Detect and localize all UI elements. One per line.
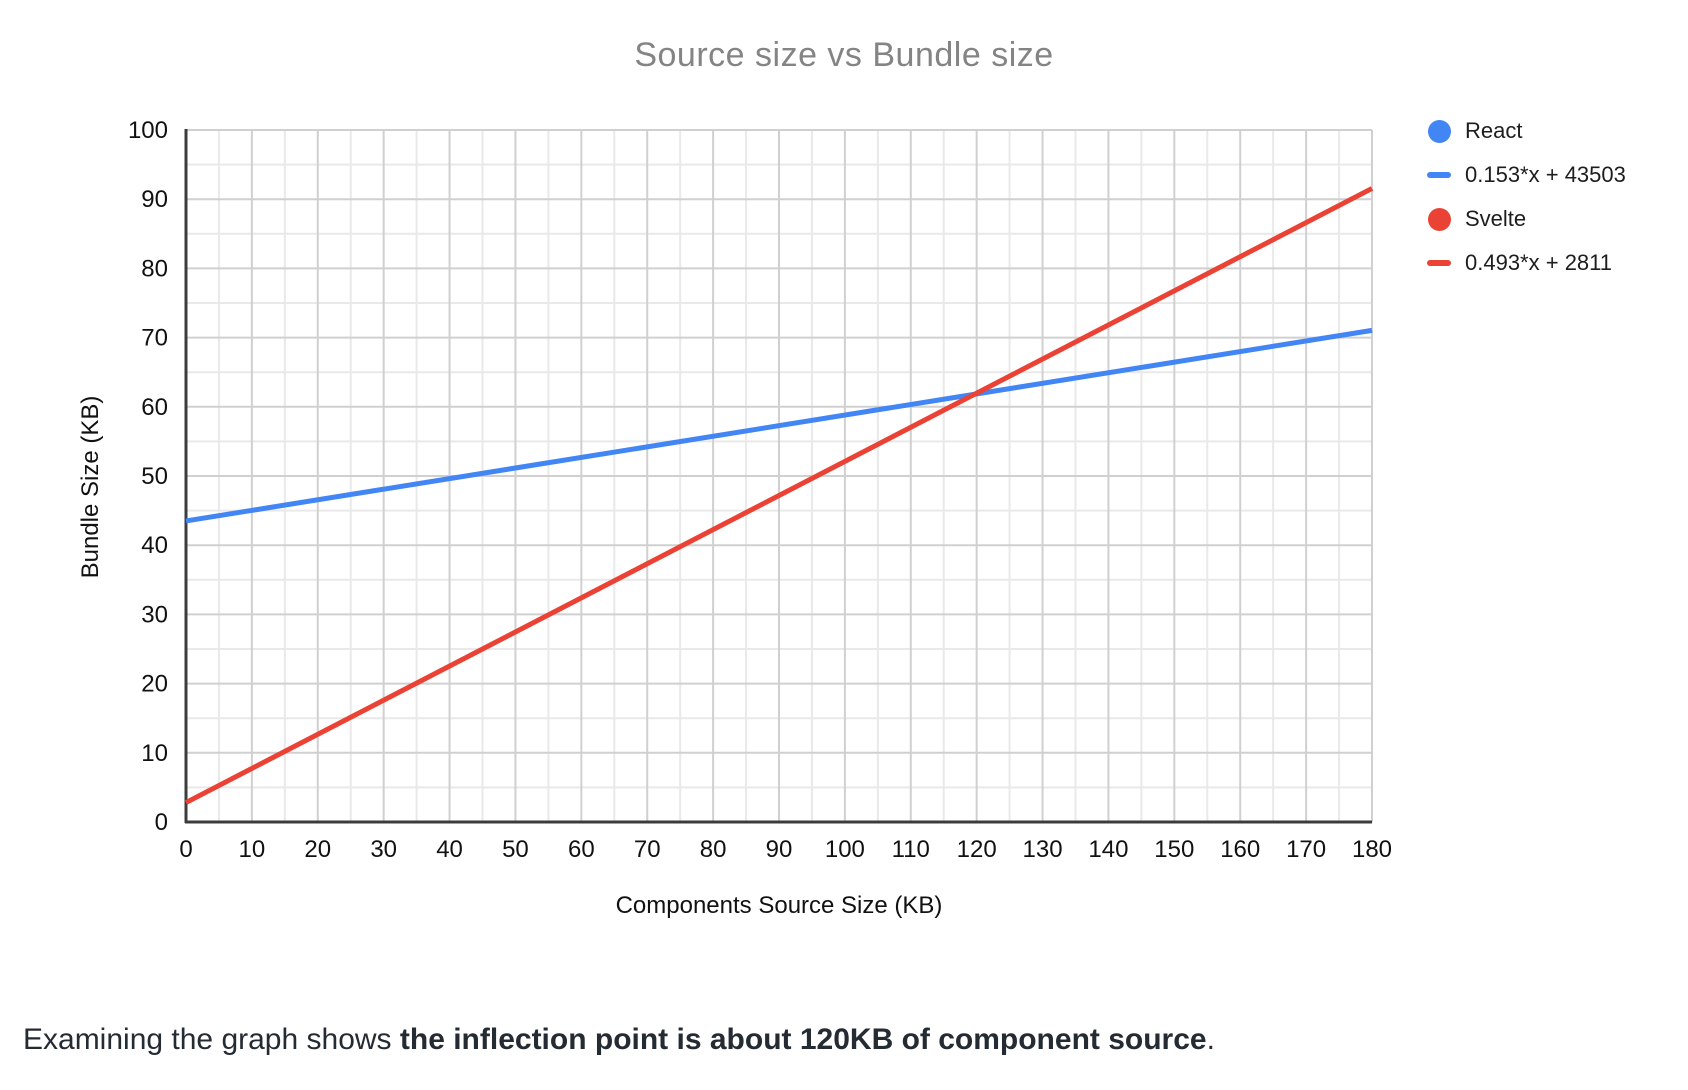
x-tick-label: 110 [892,836,930,863]
plot-area: 0 10 20 30 40 50 60 70 80 90 100 110 120 130 140 150 160… [128,117,1392,863]
svelte-series-marker-icon [1427,207,1451,231]
react-series-marker-icon [1427,119,1451,143]
caption: Examining the graph shows the inflection… [23,1022,1663,1058]
x-tick-label: 0 [179,836,192,863]
caption-prefix: Examining the graph shows [23,1023,400,1056]
chart-title: Source size vs Bundle size [634,36,1054,74]
legend-marker-box [1427,260,1451,266]
y-tick-label: 90 [141,186,168,213]
x-tick-label: 70 [634,836,661,863]
x-tick-label: 100 [825,836,865,863]
y-tick-label: 0 [155,809,168,836]
x-tick-label: 90 [766,836,793,863]
x-tick-label: 50 [502,836,529,863]
x-tick-label: 180 [1352,836,1392,863]
legend-marker-box [1427,119,1451,143]
legend-label-react: React [1465,118,1523,143]
caption-bold: the inflection point is about 120KB of c… [399,1023,1207,1056]
trendline-svelte [184,186,1374,805]
react-trendline-marker-icon [1427,172,1451,178]
legend-label-svelte-trendline: 0.493*x + 2811 [1465,250,1612,275]
x-tick-label: 170 [1286,836,1326,863]
svelte-trendline-marker-icon [1427,260,1451,266]
x-tick-label: 80 [700,836,727,863]
legend-item-svelte: Svelte [1427,197,1626,241]
y-tick-label: 40 [141,532,168,559]
y-tick-label: 10 [141,740,168,767]
legend-item-react: React [1427,109,1626,153]
x-tick-label: 40 [436,836,463,863]
y-tick-label: 60 [141,394,168,421]
x-tick-label: 130 [1023,836,1063,863]
y-tick-label: 20 [141,671,168,698]
y-axis-title: Bundle Size (KB) [77,395,104,579]
caption-suffix: . [1206,1023,1215,1056]
x-tick-label: 120 [957,836,997,863]
x-tick-label: 60 [568,836,595,863]
y-tick-label: 50 [141,463,168,490]
legend-item-svelte-trendline: 0.493*x + 2811 [1427,241,1626,285]
x-tick-label: 140 [1088,836,1128,863]
legend-label-svelte: Svelte [1465,206,1527,231]
trendline-react [185,327,1373,524]
x-tick-label: 30 [370,836,397,863]
y-tick-label: 70 [141,325,168,352]
legend: React 0.153*x + 43503 Svelte 0.493*x + 2… [1427,109,1626,285]
legend-marker-box [1427,172,1451,178]
x-tick-label: 160 [1220,836,1260,863]
x-tick-label: 20 [304,836,331,863]
y-tick-label: 30 [141,601,168,628]
legend-item-react-trendline: 0.153*x + 43503 [1427,153,1626,197]
y-tick-label: 80 [141,255,168,282]
x-tick-label: 150 [1154,836,1194,863]
legend-label-react-trendline: 0.153*x + 43503 [1465,162,1626,187]
x-axis-title: Components Source Size (KB) [615,892,943,919]
x-tick-label: 10 [239,836,266,863]
legend-marker-box [1427,207,1451,231]
y-tick-label: 100 [128,117,168,144]
